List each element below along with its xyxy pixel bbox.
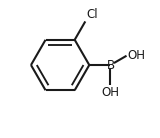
Text: OH: OH	[127, 49, 145, 62]
Text: B: B	[106, 59, 115, 71]
Text: OH: OH	[101, 86, 120, 99]
Text: Cl: Cl	[86, 8, 98, 21]
